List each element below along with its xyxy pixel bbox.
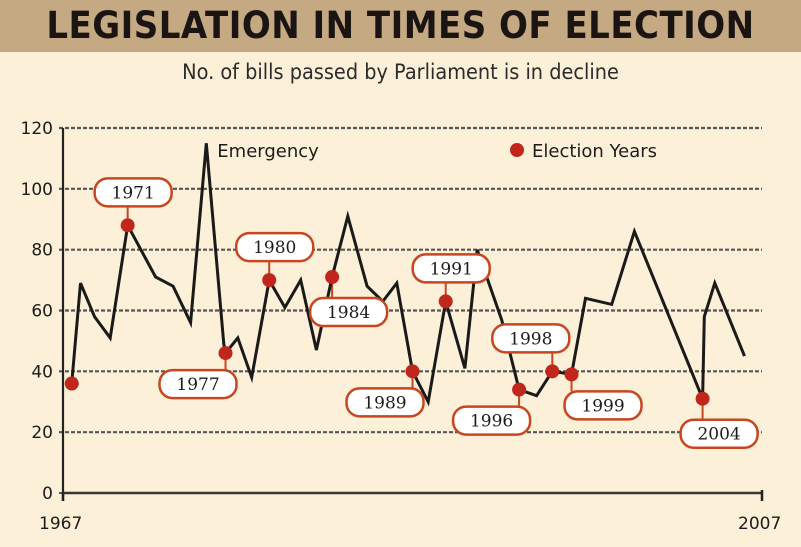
- callout-label: 2004: [697, 425, 740, 445]
- chart-subtitle: No. of bills passed by Parliament is in …: [182, 60, 619, 84]
- y-tick-label: 0: [42, 484, 53, 504]
- y-tick-label: 80: [31, 241, 53, 261]
- callout-label: 1996: [470, 412, 513, 432]
- y-tick-label: 100: [21, 180, 53, 200]
- callout-1989: 1989: [345, 387, 425, 418]
- y-tick-label: 120: [21, 119, 53, 139]
- callout-box: [679, 418, 759, 449]
- callout-box: [308, 296, 389, 328]
- callout-box: [491, 323, 571, 354]
- election-dot-1977: [218, 346, 233, 361]
- x-tick-label-end: 2007: [738, 514, 781, 534]
- callout-1999: 1999: [563, 390, 643, 421]
- callout-label: 1984: [327, 303, 370, 323]
- callout-box: [93, 177, 173, 208]
- election-dot-1989: [405, 364, 420, 379]
- callout-box: [411, 253, 491, 284]
- election-dot-1980: [262, 273, 277, 288]
- election-dot-1991: [438, 294, 453, 309]
- callout-box: [451, 405, 532, 436]
- callout-1998: 1998: [491, 323, 571, 354]
- election-dot-1984: [325, 270, 340, 285]
- series-line-bills-passed: [70, 143, 746, 407]
- legend-election-dot-icon: [510, 143, 524, 157]
- callout-box: [563, 390, 643, 421]
- election-dot-1998: [545, 364, 560, 379]
- callout-box: [158, 368, 238, 400]
- y-tick-label: 60: [31, 302, 53, 322]
- y-tick-labels: 0 20 40 60 80 100 120: [21, 119, 53, 504]
- callout-1980: 1980: [234, 231, 315, 263]
- callout-label: 1980: [253, 238, 296, 258]
- callout-2004: 2004: [679, 418, 759, 449]
- callout-label: 1971: [112, 183, 155, 203]
- x-tick-label-start: 1967: [39, 514, 82, 534]
- callout-label: 1998: [509, 329, 552, 349]
- callout-box: [345, 387, 425, 418]
- callout-1971: 1971: [93, 177, 173, 208]
- callout-label: 1999: [581, 396, 624, 416]
- election-dot-1971: [120, 218, 135, 233]
- header-band: [0, 0, 801, 52]
- election-dot-1967: [64, 376, 79, 391]
- annotation-emergency: Emergency: [217, 141, 319, 162]
- callout-label: 1989: [363, 393, 406, 413]
- election-callouts: 1971 1977 1980 1984 1989 1991 1996 1998 1999 2004: [93, 177, 759, 449]
- y-tick-label: 20: [31, 423, 53, 443]
- callout-box: [234, 231, 315, 263]
- callout-label: 1991: [430, 259, 473, 279]
- chart-title: LEGISLATION IN TIMES OF ELECTION: [46, 4, 755, 47]
- election-dot-2004: [695, 391, 710, 406]
- legend-label-election-years: Election Years: [532, 141, 657, 162]
- callout-1977: 1977: [158, 368, 238, 400]
- callout-1991: 1991: [411, 253, 491, 284]
- election-dot-1996: [512, 382, 527, 397]
- callout-label: 1977: [176, 375, 219, 395]
- axes: [61, 128, 764, 501]
- election-dots: [64, 218, 710, 406]
- callout-1984: 1984: [308, 296, 389, 328]
- legend: Election Years: [510, 141, 657, 162]
- election-dot-1999: [564, 367, 579, 382]
- y-tick-label: 40: [31, 362, 53, 382]
- callout-1996: 1996: [451, 405, 532, 436]
